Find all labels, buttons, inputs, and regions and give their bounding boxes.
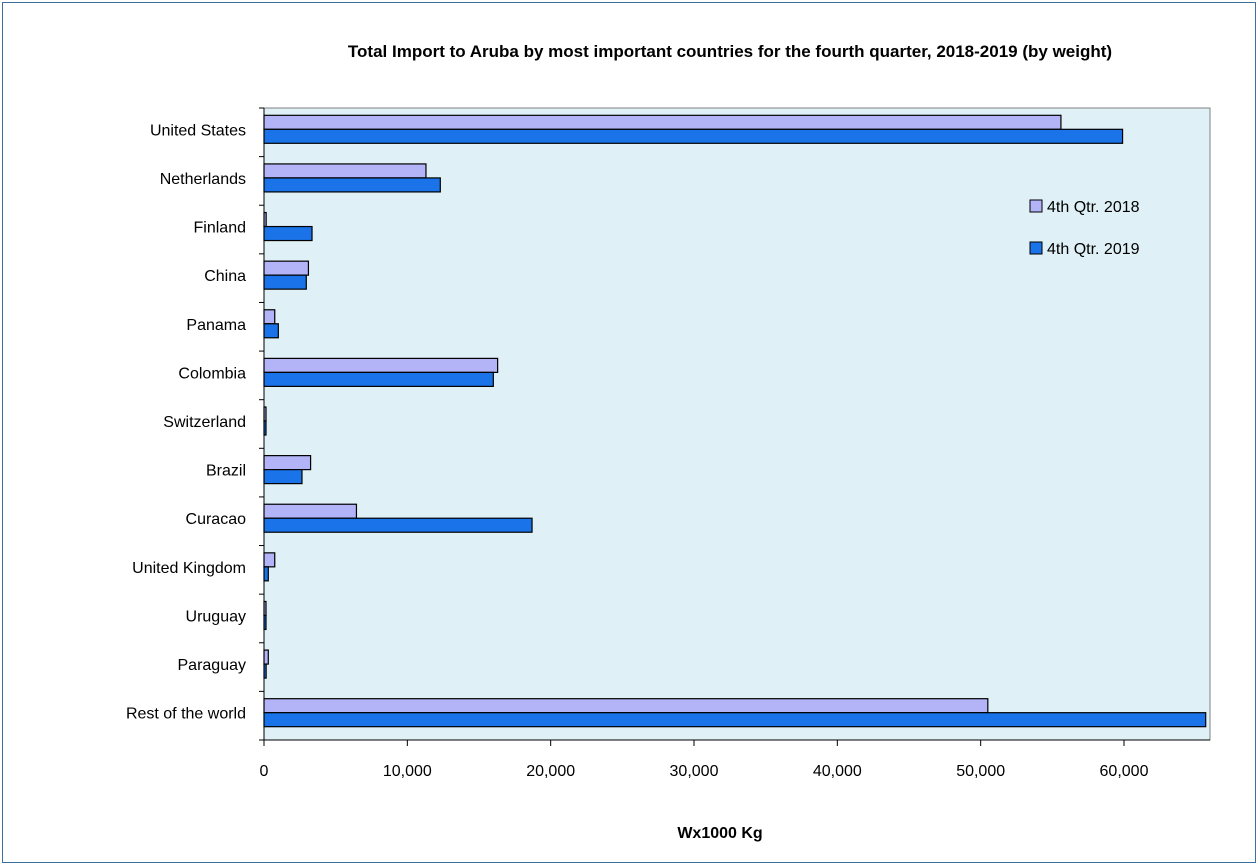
bar-series-2018 bbox=[263, 163, 427, 179]
bar-series-2018 bbox=[263, 552, 276, 568]
bar-series-2018 bbox=[263, 114, 1062, 130]
bar-series-2018 bbox=[263, 309, 276, 325]
bar-series-2018 bbox=[263, 455, 312, 471]
x-tick-label: 40,000 bbox=[813, 763, 862, 780]
category-label: United States bbox=[150, 122, 246, 139]
legend-swatch bbox=[1029, 199, 1043, 213]
bar-series-2019 bbox=[263, 566, 269, 582]
x-tick-label: 20,000 bbox=[526, 763, 575, 780]
bar-series-2019 bbox=[263, 712, 1207, 728]
x-tick-label: 10,000 bbox=[383, 763, 432, 780]
x-axis-title: Wx1000 Kg bbox=[677, 825, 762, 842]
category-label: Netherlands bbox=[160, 171, 246, 188]
bar-series-2018 bbox=[263, 503, 358, 519]
bar-series-2018 bbox=[263, 357, 499, 373]
category-label: Panama bbox=[186, 317, 246, 334]
bar-series-2019 bbox=[263, 469, 303, 485]
category-label: Brazil bbox=[206, 463, 246, 480]
x-tick-label: 50,000 bbox=[956, 763, 1005, 780]
category-label: Switzerland bbox=[163, 414, 246, 431]
category-label: Uruguay bbox=[186, 608, 246, 625]
category-label: United Kingdom bbox=[132, 560, 246, 577]
category-label: Finland bbox=[194, 220, 246, 237]
bar-series-2019 bbox=[263, 177, 441, 193]
plot-area bbox=[263, 107, 1211, 741]
x-tick-label: 0 bbox=[260, 763, 269, 780]
bar-series-2018 bbox=[263, 260, 310, 276]
category-label: Rest of the world bbox=[126, 706, 246, 723]
category-label: Paraguay bbox=[178, 657, 247, 674]
category-label: China bbox=[204, 268, 246, 285]
bar-series-2019 bbox=[263, 225, 313, 242]
bar-series-2019 bbox=[263, 517, 533, 533]
bar-series-2019 bbox=[263, 128, 1124, 144]
category-label: Curacao bbox=[186, 511, 247, 528]
bar-series-2018 bbox=[263, 649, 269, 665]
bar-series-2018 bbox=[263, 698, 989, 714]
bar-series-2019 bbox=[263, 323, 279, 339]
category-label: Colombia bbox=[178, 365, 246, 382]
bar-series-2019 bbox=[263, 371, 494, 387]
x-tick-label: 30,000 bbox=[670, 763, 719, 780]
legend-label: 4th Qtr. 2019 bbox=[1047, 241, 1140, 258]
x-tick-label: 60,000 bbox=[1100, 763, 1149, 780]
bar-series-2019 bbox=[263, 274, 307, 290]
legend-swatch bbox=[1029, 241, 1043, 255]
chart-title: Total Import to Aruba by most important … bbox=[347, 42, 1113, 61]
legend-label: 4th Qtr. 2018 bbox=[1047, 199, 1140, 216]
